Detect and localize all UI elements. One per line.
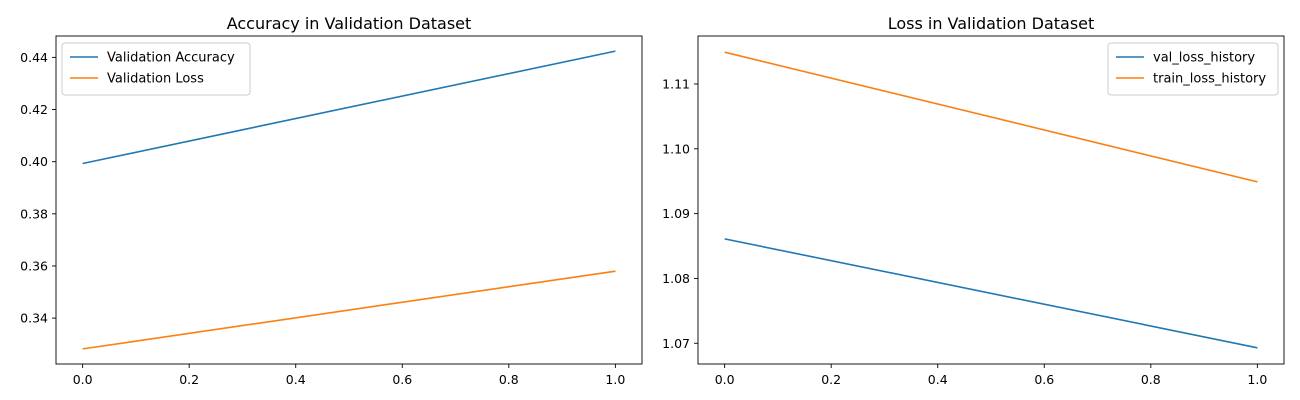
accuracy-chart: Accuracy in Validation Dataset 0.0 0.2 0.4… <box>20 14 643 387</box>
legend: Validation Accuracy Validation Loss <box>61 42 251 96</box>
chart-title: Loss in Validation Dataset <box>888 14 1095 33</box>
y-tick-label: 0.36 <box>20 258 48 273</box>
y-tick-label: 1.10 <box>662 141 690 156</box>
y-tick-label: 0.44 <box>20 50 48 65</box>
x-tick-label: 0.0 <box>715 372 735 387</box>
chart-title: Accuracy in Validation Dataset <box>227 14 472 33</box>
plot-frame <box>697 35 1285 365</box>
x-tick-label: 0.6 <box>392 372 412 387</box>
y-tick-label: 1.09 <box>662 206 690 221</box>
series-line-val-loss-history <box>724 238 1258 349</box>
y-tick-label: 1.11 <box>662 76 690 91</box>
y-tick-label: 1.08 <box>662 271 690 286</box>
x-tick-label: 0.4 <box>928 372 948 387</box>
x-tick-label: 0.8 <box>1141 372 1161 387</box>
legend-label: Validation Loss <box>107 72 204 87</box>
legend-box <box>1107 42 1279 96</box>
y-tick-label: 0.34 <box>20 311 48 326</box>
y-tick-label: 1.07 <box>662 336 690 351</box>
x-tick-label: 0.2 <box>179 372 199 387</box>
series-line-validation-accuracy <box>82 50 616 165</box>
legend-label: val_loss_history <box>1153 51 1255 66</box>
series-line-train-loss-history <box>724 51 1258 183</box>
x-tick-label: 0.4 <box>286 372 306 387</box>
y-tick-label: 0.42 <box>20 102 48 117</box>
plot-frame <box>55 35 643 365</box>
legend: val_loss_history train_loss_history <box>1107 42 1279 96</box>
legend-label: Validation Accuracy <box>107 51 235 66</box>
x-tick-label: 0.6 <box>1034 372 1054 387</box>
x-tick-label: 1.0 <box>605 372 625 387</box>
x-tick-label: 1.0 <box>1247 372 1267 387</box>
legend-box <box>61 42 251 96</box>
x-tick-label: 0.8 <box>499 372 519 387</box>
y-tick-label: 0.38 <box>20 206 48 221</box>
legend-label: train_loss_history <box>1153 72 1266 87</box>
x-tick-label: 0.0 <box>73 372 93 387</box>
y-tick-label: 0.40 <box>20 154 48 169</box>
loss-chart: Loss in Validation Dataset 0.0 0.2 0.4 0.6 0… <box>662 14 1285 387</box>
x-tick-label: 0.2 <box>821 372 841 387</box>
series-line-validation-loss <box>82 270 616 350</box>
